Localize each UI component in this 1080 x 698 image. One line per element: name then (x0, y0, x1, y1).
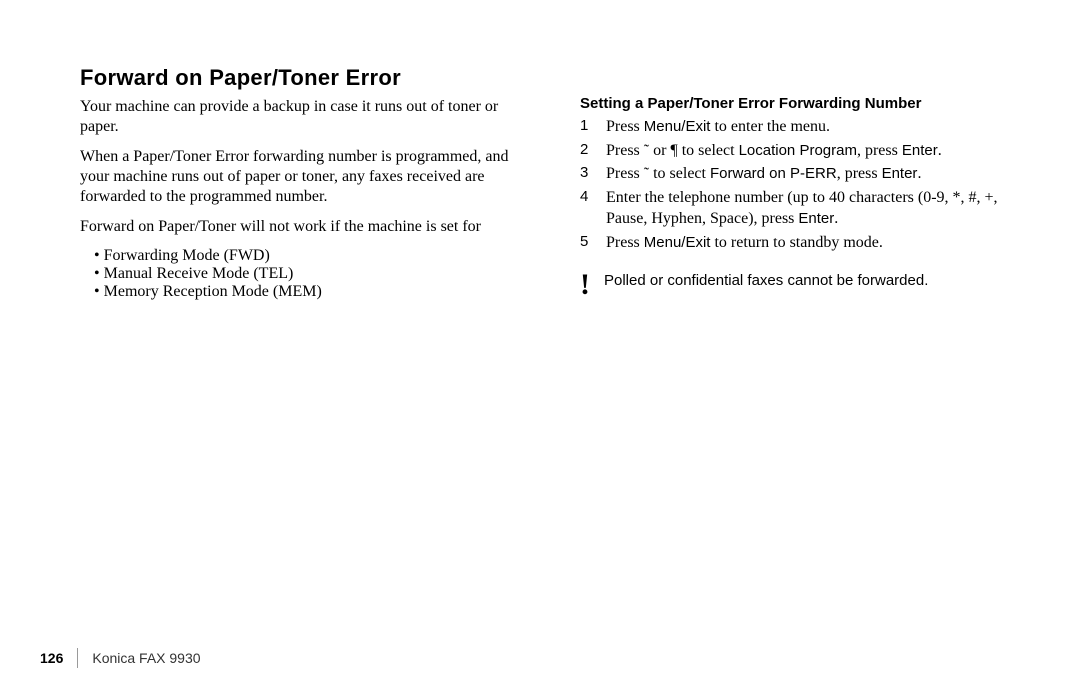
step-text: , press (837, 165, 882, 182)
subsection-title: Setting a Paper/Toner Error Forwarding N… (580, 95, 1040, 112)
left-column: Forward on Paper/Toner Error Your machin… (80, 65, 540, 301)
key-label: Enter (902, 142, 938, 159)
arrow-symbol: ¶ (670, 142, 677, 159)
two-column-layout: Forward on Paper/Toner Error Your machin… (80, 65, 1040, 301)
step-text: Press (606, 234, 644, 251)
list-item: Forwarding Mode (FWD) (94, 247, 540, 265)
key-label: Enter (882, 165, 918, 182)
right-column: Setting a Paper/Toner Error Forwarding N… (580, 65, 1040, 301)
key-label: Enter (798, 210, 834, 227)
note-text: Polled or confidential faxes cannot be f… (604, 270, 928, 289)
footer-divider (77, 648, 78, 668)
paragraph: When a Paper/Toner Error forwarding numb… (80, 147, 540, 207)
step-text: , press (857, 142, 902, 159)
step-item: Press ˜ or ¶ to select Location Program,… (580, 140, 1040, 162)
page-number: 126 (40, 650, 63, 666)
page-footer: 126 Konica FAX 9930 (0, 648, 1080, 668)
section-title: Forward on Paper/Toner Error (80, 65, 540, 91)
manual-page: Forward on Paper/Toner Error Your machin… (0, 0, 1080, 698)
menu-selection: Forward on P-ERR (710, 165, 837, 182)
step-item: Press Menu/Exit to enter the menu. (580, 116, 1040, 138)
product-name: Konica FAX 9930 (92, 650, 200, 666)
step-text: . (834, 210, 838, 227)
step-text: Press (606, 118, 644, 135)
key-label: Menu/Exit (644, 118, 711, 135)
exclamation-icon: ! (580, 270, 590, 298)
list-item: Memory Reception Mode (MEM) (94, 283, 540, 301)
caution-note: ! Polled or confidential faxes cannot be… (580, 270, 1040, 298)
step-text: to select (649, 165, 710, 182)
paragraph: Your machine can provide a backup in cas… (80, 97, 540, 137)
step-text: to enter the menu. (710, 118, 830, 135)
step-text: . (917, 165, 921, 182)
step-item: Press Menu/Exit to return to standby mod… (580, 232, 1040, 254)
key-label: Menu/Exit (644, 234, 711, 251)
step-text: Press (606, 142, 644, 159)
menu-selection: Location Program (739, 142, 857, 159)
step-text: to return to standby mode. (710, 234, 882, 251)
step-item: Press ˜ to select Forward on P-ERR, pres… (580, 163, 1040, 185)
step-text: Press (606, 165, 644, 182)
step-text: to select (678, 142, 739, 159)
step-text: or (649, 142, 670, 159)
mode-list: Forwarding Mode (FWD) Manual Receive Mod… (80, 247, 540, 301)
step-item: Enter the telephone number (up to 40 cha… (580, 187, 1040, 230)
steps-list: Press Menu/Exit to enter the menu. Press… (580, 116, 1040, 254)
step-text: . (938, 142, 942, 159)
list-item: Manual Receive Mode (TEL) (94, 265, 540, 283)
paragraph: Forward on Paper/Toner will not work if … (80, 217, 540, 237)
